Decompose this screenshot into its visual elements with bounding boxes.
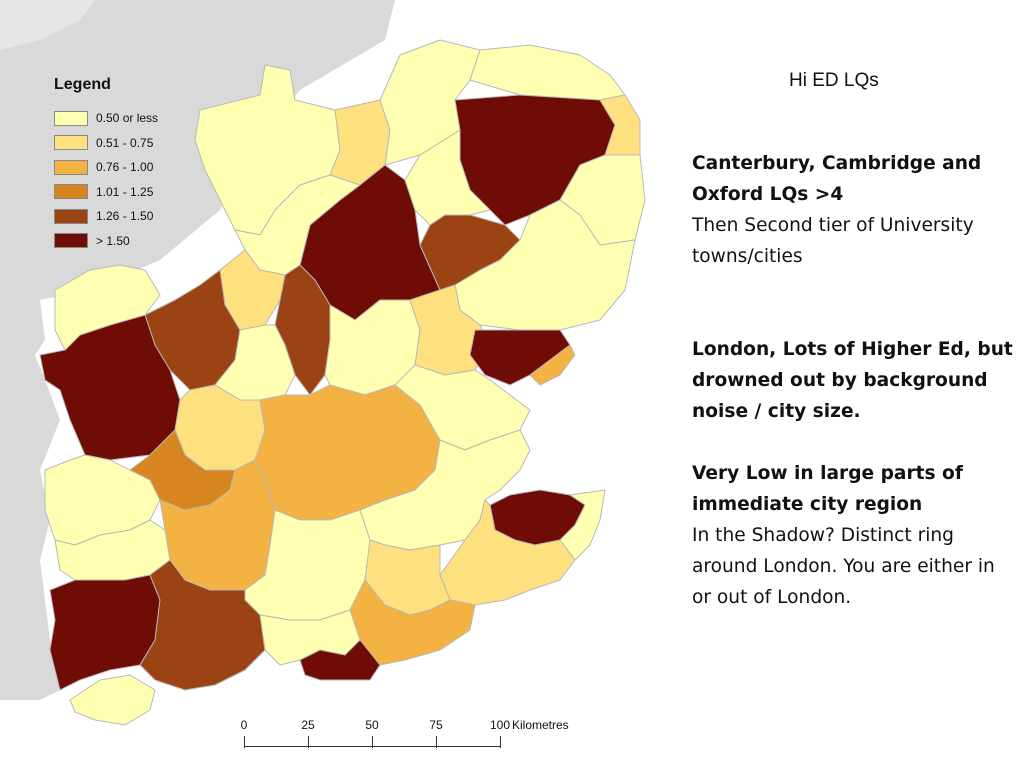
legend-swatch	[54, 233, 88, 249]
legend-label: 0.50 or less	[96, 111, 159, 126]
scale-bar-tick	[436, 736, 437, 748]
legend-swatch	[54, 184, 88, 200]
region-sw-brown	[139, 559, 266, 691]
scale-bar-tick	[308, 736, 309, 748]
legend-item: > 1.50	[54, 229, 158, 254]
region-c-north	[404, 129, 491, 226]
legend-label: 0.76 - 1.00	[96, 160, 154, 175]
legend-item: 0.51 - 0.75	[54, 131, 158, 156]
legend-title: Legend	[54, 76, 111, 93]
legend-label: 0.51 - 0.75	[96, 135, 154, 150]
region-w-yellow-top	[54, 264, 161, 351]
note-3-text: In the Shadow? Distinct ring around Lond…	[692, 525, 995, 608]
sea-north	[0, 0, 395, 300]
note-2-heading: London, Lots of Higher Ed, but drowned o…	[692, 339, 1013, 422]
sea-west	[0, 300, 60, 700]
legend-swatch	[54, 159, 88, 175]
legend-item: 1.01 - 1.25	[54, 180, 158, 205]
legend-swatch	[54, 110, 88, 126]
region-isle-of-wight	[69, 674, 156, 726]
choropleth-map: Legend 0.50 or less 0.51 - 0.75 0.76 - 1.0…	[0, 0, 646, 766]
scale-bar-tick	[244, 736, 245, 748]
map-legend: Legend 0.50 or less 0.51 - 0.75 0.76 - 1.0…	[54, 76, 158, 253]
scale-bar-unit: Kilometres	[512, 718, 569, 732]
legend-label: > 1.50	[96, 233, 130, 248]
scale-bar-tick-label: 75	[429, 718, 443, 732]
legend-item: 0.76 - 1.00	[54, 155, 158, 180]
legend-label: 1.26 - 1.50	[96, 209, 154, 224]
region-brighton	[299, 639, 381, 681]
scale-bar-tick	[500, 736, 501, 748]
scale-bar-tick-label: 25	[301, 718, 315, 732]
slide-notes: Canterbury, Cambridge and Oxford LQs >4 …	[692, 148, 1018, 613]
legend-items: 0.50 or less 0.51 - 0.75 0.76 - 1.00 1.01 -…	[54, 106, 158, 253]
note-3-heading: Very Low in large parts of immediate cit…	[692, 463, 963, 515]
scale-bar-tick-label: 50	[365, 718, 379, 732]
region-layer	[39, 39, 646, 726]
map-canvas	[0, 0, 646, 726]
legend-label: 1.01 - 1.25	[96, 184, 154, 199]
legend-item: 0.50 or less	[54, 106, 158, 131]
note-1-text: Then Second tier of University towns/cit…	[692, 215, 974, 267]
scale-bar-tick-label: 0	[240, 718, 248, 732]
scale-bar-tick	[372, 736, 373, 748]
note-1-heading: Canterbury, Cambridge and Oxford LQs >4	[692, 153, 982, 205]
slide-title: Hi ED LQs	[789, 70, 879, 91]
legend-item: 1.26 - 1.50	[54, 204, 158, 229]
neighbour-land-north	[0, 0, 95, 50]
legend-swatch	[54, 135, 88, 151]
region-east-orange	[529, 344, 576, 386]
scale-bar-tick-label: 100	[489, 718, 511, 732]
legend-swatch	[54, 208, 88, 224]
scale-bar: Kilometres 0 25 50 75 100	[236, 716, 569, 766]
